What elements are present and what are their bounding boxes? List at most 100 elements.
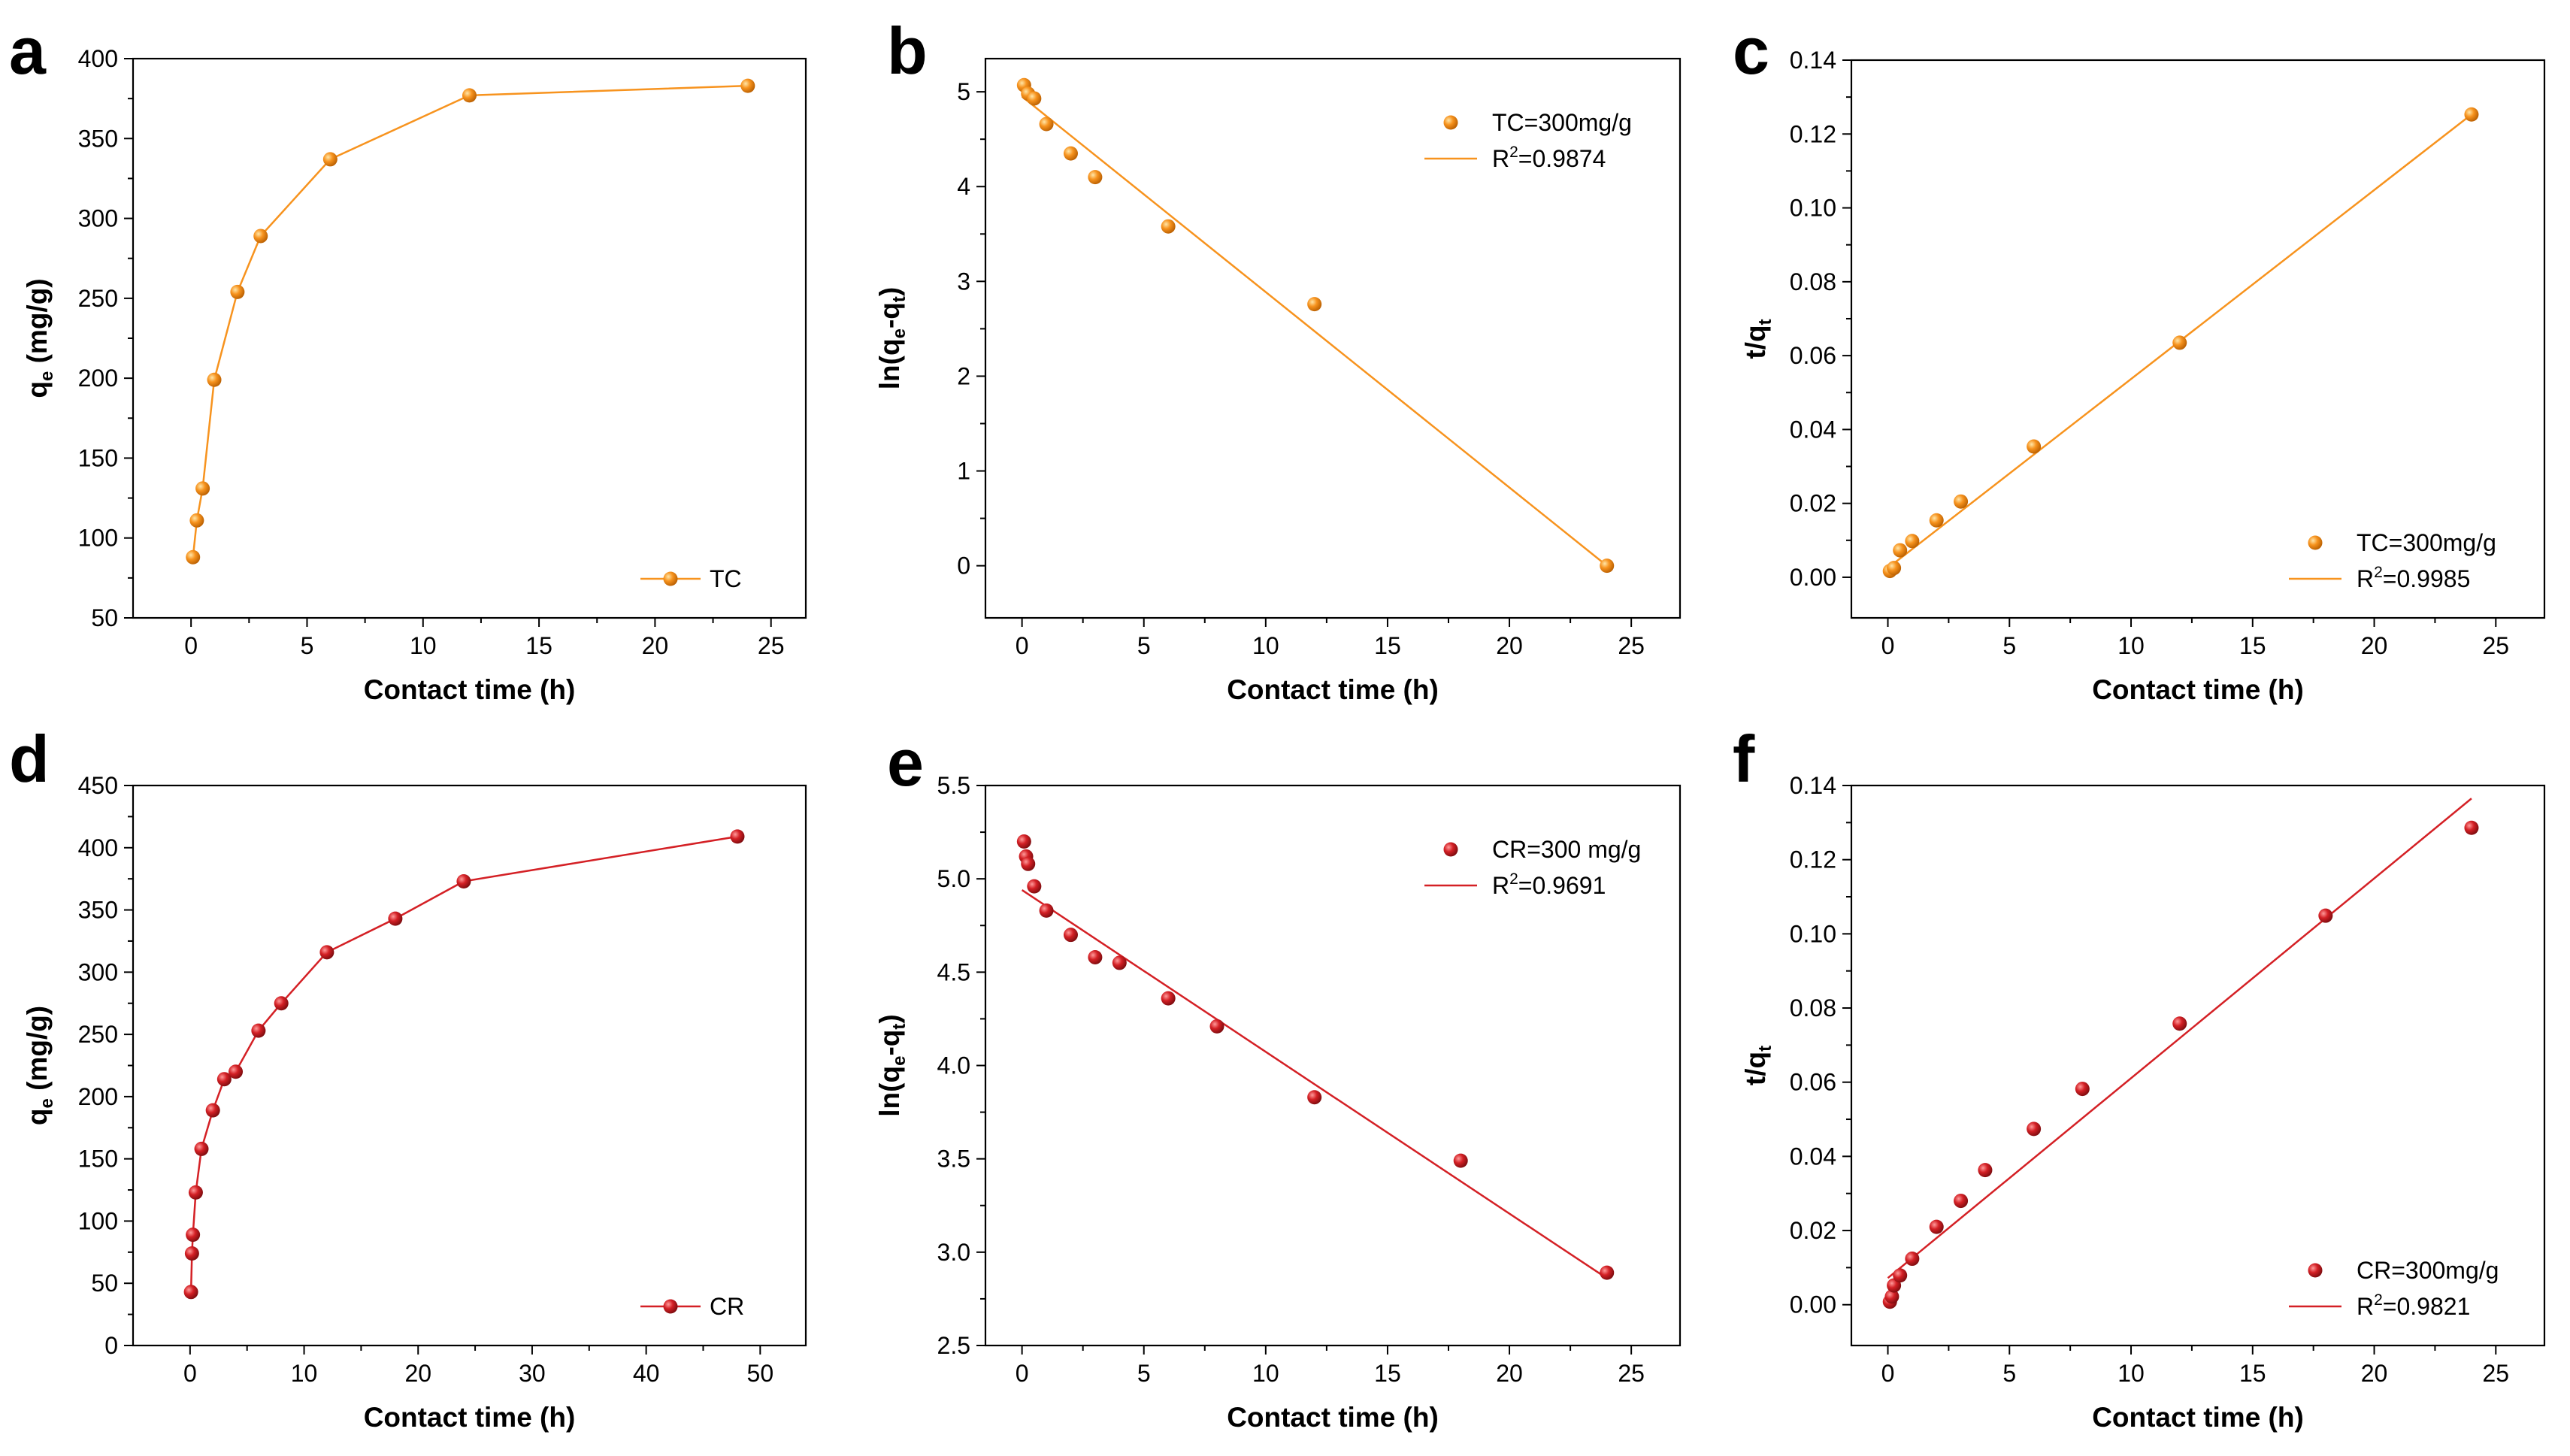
x-tick-label: 20 <box>404 1360 431 1387</box>
y-tick-label: 150 <box>78 444 118 471</box>
x-tick-label: 40 <box>633 1360 660 1387</box>
data-point <box>229 1064 244 1079</box>
y-tick-label: 200 <box>78 365 118 392</box>
y-tick-label: 200 <box>78 1083 118 1110</box>
legend-label: R2=0.9985 <box>2357 564 2470 592</box>
legend-label: TC=300mg/g <box>2357 529 2496 556</box>
data-point <box>2318 908 2333 923</box>
fit-line <box>1021 889 1608 1279</box>
y-tick-label: 0.06 <box>1790 1069 1836 1096</box>
y-tick-label: 0.02 <box>1790 490 1836 517</box>
data-point <box>388 911 403 926</box>
data-point <box>1209 1019 1224 1034</box>
legend-marker <box>1443 842 1458 857</box>
x-tick-label: 0 <box>1016 632 1029 659</box>
legend-label: R2=0.9821 <box>2357 1291 2470 1320</box>
panel-f: f 0 5 10 15 20 25 0.00 0.02 0.04 0.06 0.08 0.10 0.12 0… <box>1733 722 2546 1433</box>
data-point <box>1027 91 1042 106</box>
y-tick-label: 2 <box>957 362 970 389</box>
legend-label: R2=0.9691 <box>1492 870 1606 899</box>
fit-line <box>1887 798 2472 1279</box>
data-point <box>1600 1265 1615 1280</box>
x-tick-label: 0 <box>1016 1360 1029 1387</box>
legend-marker <box>663 571 678 586</box>
data-point <box>1039 903 1054 918</box>
data-point <box>456 873 471 888</box>
y-tick-label: 50 <box>91 604 118 631</box>
data-point <box>1021 856 1036 871</box>
x-axis-title: Contact time (h) <box>364 674 576 705</box>
x-tick-label: 15 <box>1374 1360 1401 1387</box>
y-tick-label: 300 <box>78 958 118 985</box>
data-point <box>1307 297 1322 312</box>
panel-letter: d <box>9 722 50 796</box>
x-axis-title: Contact time (h) <box>2092 674 2304 705</box>
x-tick-label: 20 <box>2361 632 2388 659</box>
data-point <box>186 1227 201 1243</box>
data-point <box>1954 494 1969 509</box>
data-point <box>319 945 334 960</box>
y-tick-label: 150 <box>78 1146 118 1173</box>
data-point <box>195 481 210 496</box>
y-tick-label: 300 <box>78 205 118 232</box>
y-tick-label: 5.0 <box>937 865 970 892</box>
x-tick-label: 5 <box>2002 632 2016 659</box>
y-tick-label: 0.08 <box>1790 268 1836 295</box>
panel-letter: f <box>1733 722 1755 796</box>
y-axis-title: qe (mg/g) <box>22 278 57 398</box>
y-tick-label: 0.14 <box>1790 772 1836 799</box>
y-tick-label: 0.12 <box>1790 846 1836 873</box>
data-point <box>1088 170 1103 185</box>
data-point <box>194 1141 209 1156</box>
data-point <box>184 1246 199 1261</box>
x-tick-label: 15 <box>1374 632 1401 659</box>
legend-marker <box>663 1299 678 1314</box>
data-point <box>1905 1252 1920 1267</box>
y-tick-label: 0.00 <box>1790 564 1836 591</box>
data-point <box>1453 1153 1468 1168</box>
panel-letter: b <box>887 14 928 88</box>
y-tick-label: 400 <box>78 45 118 72</box>
data-point <box>1905 534 1920 549</box>
x-tick-label: 0 <box>1881 1360 1895 1387</box>
x-tick-label: 20 <box>2361 1360 2388 1387</box>
y-axis-title: ln(qe-qt) <box>874 287 910 389</box>
y-tick-label: 0.08 <box>1790 994 1836 1022</box>
y-tick-label: 250 <box>78 285 118 312</box>
y-tick-label: 50 <box>91 1270 118 1297</box>
plot-frame <box>132 57 807 619</box>
plot-frame <box>984 57 1682 619</box>
panel-letter: e <box>887 725 924 800</box>
y-tick-label: 100 <box>78 525 118 552</box>
x-tick-label: 20 <box>1496 632 1523 659</box>
x-tick-label: 5 <box>1137 632 1151 659</box>
data-point <box>251 1023 266 1038</box>
data-point <box>1161 991 1176 1006</box>
x-axis-title: Contact time (h) <box>364 1402 576 1433</box>
data-point <box>1893 543 1908 558</box>
y-tick-label: 4 <box>957 173 970 200</box>
legend-marker <box>1443 115 1458 130</box>
x-tick-label: 5 <box>301 632 314 659</box>
y-tick-label: 100 <box>78 1207 118 1234</box>
panel-b: b 0 5 10 15 20 25 0 1 2 3 4 5 Contact time (h) ln(qe-q… <box>874 14 1682 705</box>
plot-frame <box>1850 59 2546 619</box>
data-point <box>1893 1268 1908 1283</box>
legend-label: TC <box>710 565 742 592</box>
y-tick-label: 3 <box>957 268 970 295</box>
data-point <box>1039 117 1054 132</box>
data-point <box>205 1103 220 1118</box>
legend-label: TC=300mg/g <box>1492 109 1632 136</box>
x-tick-label: 25 <box>758 632 785 659</box>
data-point <box>1887 561 1902 576</box>
y-tick-label: 2.5 <box>937 1332 970 1359</box>
data-point <box>1016 834 1031 849</box>
y-tick-label: 400 <box>78 834 118 861</box>
x-tick-label: 25 <box>1618 1360 1645 1387</box>
legend-marker <box>2308 1263 2323 1278</box>
x-tick-label: 5 <box>2002 1360 2016 1387</box>
y-tick-label: 0.02 <box>1790 1217 1836 1244</box>
y-tick-label: 350 <box>78 897 118 924</box>
x-axis-title: Contact time (h) <box>1227 1402 1439 1433</box>
data-point <box>2027 439 2042 454</box>
